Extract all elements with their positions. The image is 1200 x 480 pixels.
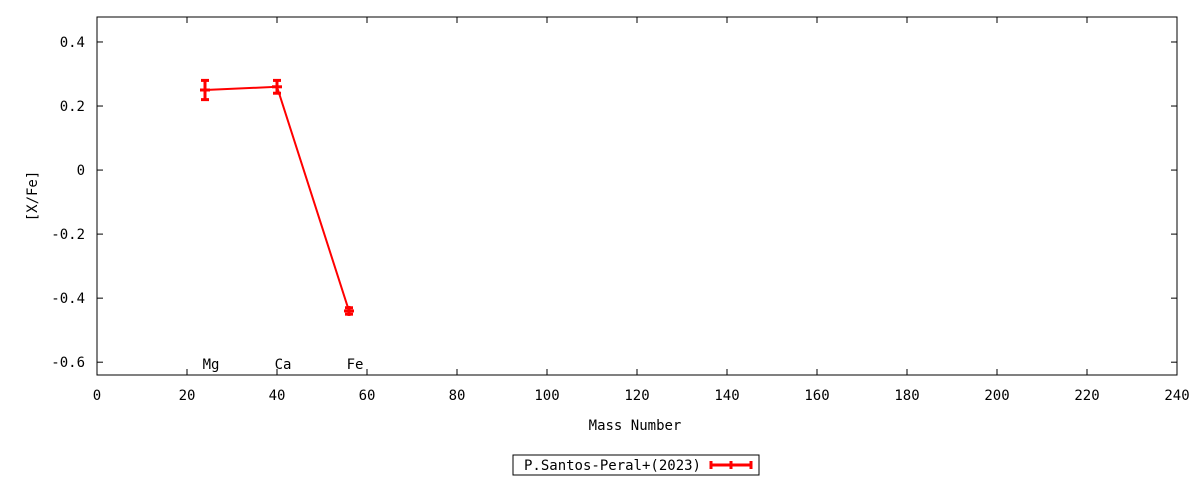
element-label: Mg	[203, 357, 220, 373]
element-label: Ca	[275, 357, 292, 373]
element-label: Fe	[347, 357, 364, 373]
legend: P.Santos-Peral+(2023)	[512, 454, 760, 476]
legend-box	[512, 454, 760, 476]
legend-label: P.Santos-Peral+(2023)	[524, 458, 701, 474]
y-tick-label: -0.4	[51, 291, 85, 307]
x-tick-label: 40	[269, 388, 286, 404]
x-tick-label: 100	[534, 388, 559, 404]
x-tick-label: 180	[894, 388, 919, 404]
x-tick-label: 220	[1074, 388, 1099, 404]
data-point	[200, 78, 210, 102]
plot-frame	[96, 16, 1178, 376]
x-tick-label: 140	[714, 388, 739, 404]
y-tick-label: 0.2	[60, 99, 85, 115]
x-tick-label: 80	[449, 388, 466, 404]
x-tick-label: 60	[359, 388, 376, 404]
series-line	[204, 85, 350, 312]
legend-marker	[709, 461, 753, 469]
x-tick-label: 200	[984, 388, 1009, 404]
y-tick-label: 0.4	[60, 35, 85, 51]
x-tick-label: 240	[1164, 388, 1189, 404]
y-tick-label: -0.2	[51, 227, 85, 243]
data-point	[344, 305, 354, 316]
x-axis-label: Mass Number	[589, 418, 682, 434]
x-tick-label: 20	[179, 388, 196, 404]
y-axis-label: [X/Fe]	[25, 171, 41, 222]
y-tick-label: -0.6	[51, 355, 85, 371]
x-tick-label: 120	[624, 388, 649, 404]
x-tick-label: 0	[93, 388, 101, 404]
y-tick-label: 0	[77, 163, 85, 179]
data-point	[272, 78, 282, 95]
x-tick-label: 160	[804, 388, 829, 404]
